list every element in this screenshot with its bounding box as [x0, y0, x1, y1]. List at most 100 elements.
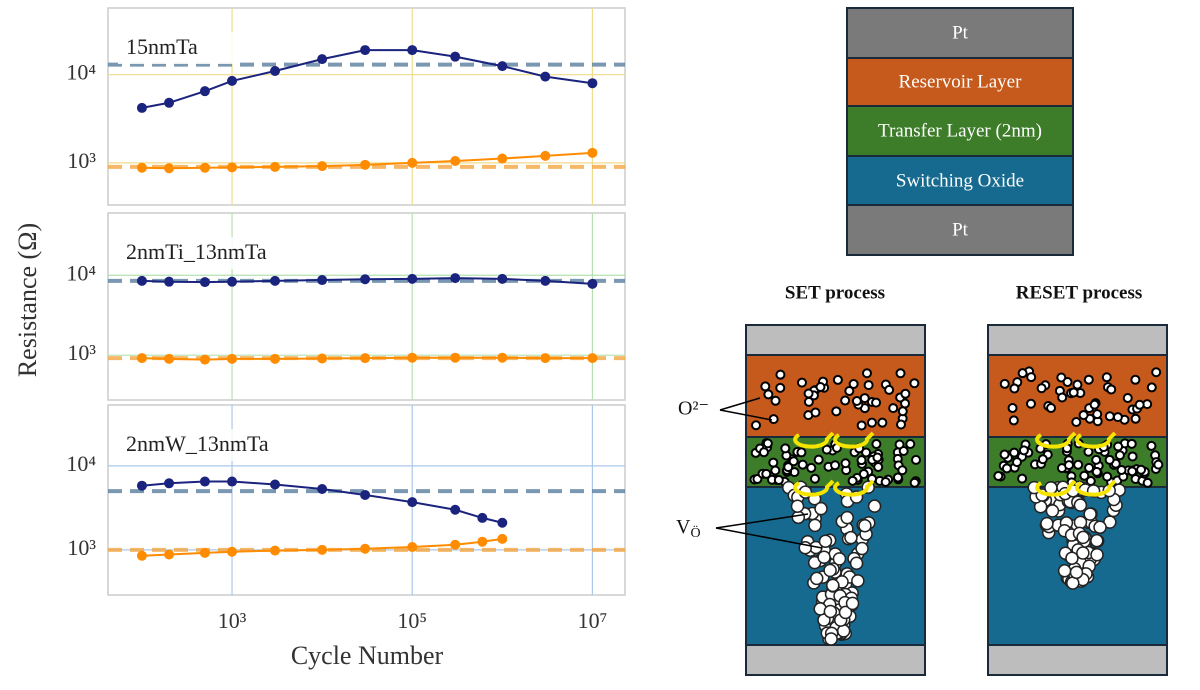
swirl-arrow: [833, 479, 875, 497]
y-tick-label: 10⁴: [66, 60, 96, 85]
y-tick-label: 10³: [67, 535, 96, 560]
oxygen-ion: [1017, 368, 1028, 379]
electrode: [987, 324, 1168, 356]
oxygen-ion: [1084, 462, 1095, 473]
data-point: [360, 489, 371, 500]
oxygen-ion: [856, 420, 867, 431]
data-point: [164, 97, 175, 108]
oxygen-ion: [815, 382, 826, 393]
data-point: [164, 549, 175, 560]
data-point: [540, 275, 551, 286]
x-axis-label: Cycle Number: [291, 641, 444, 670]
oxygen-ion: [831, 406, 842, 417]
vacancy: [838, 605, 853, 620]
vacancy: [1065, 551, 1079, 565]
vacancy: [1090, 533, 1104, 548]
oxygen-ion: [877, 417, 888, 428]
swirl-arrow: [1035, 431, 1077, 449]
data-point: [407, 497, 418, 508]
oxygen-ion: [1134, 399, 1145, 410]
oxygen-ion: [847, 475, 858, 486]
oxygen-ion: [898, 445, 909, 456]
vacancy: [840, 510, 854, 525]
data-point: [270, 275, 281, 286]
oxygen-ion: [856, 455, 867, 466]
oxygen-ion: [866, 417, 877, 428]
data-point: [477, 512, 488, 523]
vacancy: [851, 574, 865, 588]
oxygen-ion: [796, 447, 807, 458]
vacancy: [824, 632, 838, 646]
swirl-arrow: [793, 431, 835, 449]
oxygen-ion: [871, 439, 882, 450]
oxygen-ion: [1104, 411, 1115, 422]
data-point: [270, 66, 281, 77]
oxygen-ion: [803, 396, 814, 407]
oxygen-ion: [851, 395, 862, 406]
vacancy: [823, 604, 838, 619]
oxygen-ion: [1026, 372, 1037, 383]
vacancy: [823, 563, 837, 578]
data-point: [136, 353, 147, 364]
oxygen-ion: [758, 447, 769, 458]
oxygen-ion: [909, 477, 920, 488]
data-point: [270, 161, 281, 172]
oxygen-ion: [1025, 398, 1036, 409]
x-tick-label: 10³: [218, 608, 247, 633]
data-point: [136, 102, 147, 113]
oxygen-ion: [783, 462, 794, 473]
oxygen-ion: [911, 454, 922, 465]
data-point: [540, 150, 551, 161]
set-title: SET process: [785, 282, 885, 303]
oxygen-ion: [896, 419, 907, 430]
oxygen-ion: [751, 420, 762, 431]
oxygen-ion: [897, 406, 908, 417]
oxygen-ion: [1091, 466, 1102, 477]
data-point: [540, 71, 551, 82]
vacancy: [1045, 504, 1060, 518]
data-point: [227, 476, 238, 487]
vacancy: [855, 541, 869, 556]
vacancy: [849, 556, 864, 571]
data-point: [497, 61, 508, 72]
pointer: [715, 513, 809, 529]
oxygen-ion: [1009, 447, 1020, 458]
y-tick-label: 10³: [67, 340, 96, 365]
oxygen-ion: [999, 449, 1010, 460]
vacancy-sub: Ö: [690, 524, 700, 541]
oxygen-ion: [873, 462, 884, 473]
oxygen-ion: [813, 454, 824, 465]
data-point: [199, 162, 210, 173]
oxygen-ion: [1073, 459, 1084, 470]
oxygen-ion: [762, 438, 773, 449]
pointer: [715, 527, 823, 549]
oxygen-ion: [1008, 415, 1019, 426]
fit-line: [141, 49, 593, 109]
vacancy: [1073, 515, 1088, 530]
oxygen-ion: [858, 468, 869, 479]
oxygen-ion: [1001, 463, 1012, 474]
oxygen-ion: [840, 458, 851, 469]
data-point: [164, 276, 175, 287]
layer-switching: [846, 155, 1074, 206]
pointer: [719, 397, 761, 411]
data-point: [317, 484, 328, 495]
oxygen-ion: [803, 388, 814, 399]
layer-label: Transfer Layer (2nm): [878, 120, 1042, 141]
data-point: [136, 275, 147, 286]
oxygen-ion: [1083, 374, 1094, 385]
oxygen-ion: [840, 395, 851, 406]
oxygen-ion: [1130, 374, 1141, 385]
panel-title: 2nmTi_13nmTa: [126, 239, 267, 264]
oxygen-ion: [1072, 379, 1083, 390]
oxygen-ion: [775, 369, 786, 380]
data-point: [497, 153, 508, 164]
data-point: [477, 536, 488, 547]
data-point: [360, 159, 371, 170]
oxygen-ion: [768, 457, 779, 468]
oxygen-ion: [861, 447, 872, 458]
data-point: [270, 353, 281, 364]
data-point: [199, 354, 210, 365]
oxygen-label: O²⁻: [678, 398, 709, 420]
data-point: [317, 275, 328, 286]
